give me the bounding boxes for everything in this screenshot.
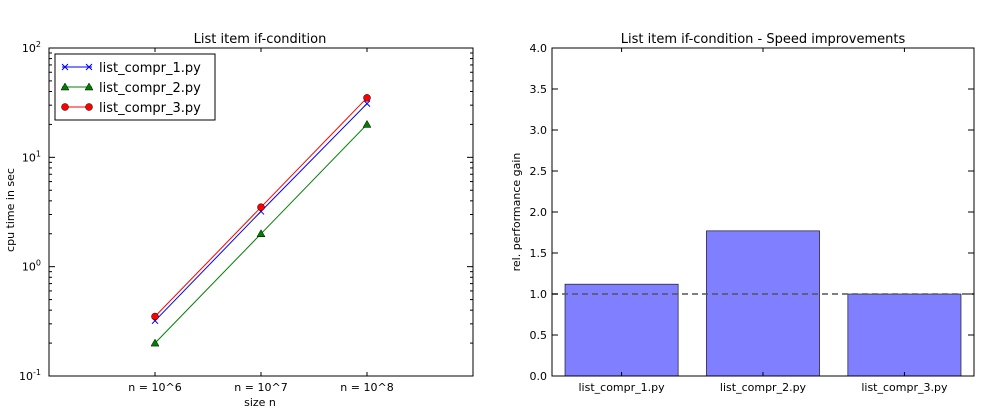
series-3-point-2: [257, 203, 265, 211]
x-tick-label-2: n = 10^7: [234, 381, 287, 394]
chart-right-ylabel: rel. performance gain: [510, 153, 523, 272]
bar-x-tick-label-1: list_compr_1.py: [578, 381, 665, 394]
y-tick-label-3: 101: [22, 149, 41, 164]
chart-right-ticks: list_compr_1.py list_compr_2.py list_compr…: [530, 42, 974, 394]
chart-left-plot-frame: [48, 47, 474, 377]
chart-right-marks: [552, 230, 974, 377]
legend-label-3: list_compr_3.py: [99, 101, 201, 116]
legend-marker-1-a: [61, 63, 69, 71]
series-line-1: [154, 103, 368, 322]
series-1-point-3: [363, 100, 371, 107]
series-2-point-1: [150, 338, 160, 347]
x-tick-label-1: n = 10^6: [128, 381, 181, 394]
chart-left-title: List item if-condition: [194, 32, 327, 47]
chart-left-legend: list_compr_1.py list_compr_2.py list_compr…: [54, 53, 216, 121]
bar-2: [706, 230, 820, 377]
series-2-point-3: [362, 119, 372, 128]
bar-y-tick-label-7: 3.0: [530, 124, 548, 137]
legend-marker-2-b: [84, 82, 94, 91]
chart-left-ylabel: cpu time in sec: [4, 168, 17, 252]
series-3-point-1: [151, 312, 159, 321]
bar-x-tick-label-2: list_compr_2.py: [720, 381, 807, 394]
y-tick-label-2: 100: [22, 259, 41, 274]
series-2-point-2: [256, 229, 266, 238]
legend-label-2: list_compr_2.py: [99, 81, 201, 96]
y-tick-label-4: 102: [22, 40, 41, 55]
legend-marker-2-a: [60, 82, 70, 91]
bar-y-tick-label-5: 2.0: [530, 206, 548, 219]
bar-y-tick-label-9: 4.0: [530, 42, 548, 55]
chart-left-marks: [150, 94, 372, 347]
bar-1: [564, 283, 679, 377]
legend-marker-1-b: [85, 63, 93, 71]
chart-left-xlabel: size n: [244, 396, 276, 409]
speed-improvements-bar-chart: List item if-condition - Speed improveme…: [510, 32, 975, 394]
bar-y-tick-label-8: 3.5: [530, 83, 548, 96]
cpu-time-line-chart: List item if-condition size n cpu time i…: [4, 32, 474, 409]
bar-y-tick-label-3: 1.0: [530, 288, 548, 301]
chart-right-title: List item if-condition - Speed improveme…: [621, 32, 906, 47]
bar-y-tick-label-1: 0.0: [530, 370, 548, 383]
x-tick-label-3: n = 10^8: [340, 381, 393, 394]
y-tick-label-1: 10-1: [19, 368, 41, 383]
bar-y-tick-label-6: 2.5: [530, 165, 548, 178]
bar-x-tick-label-3: list_compr_3.py: [861, 381, 948, 394]
legend-label-1: list_compr_1.py: [99, 61, 201, 76]
bar-y-tick-label-4: 1.5: [530, 247, 548, 260]
bar-y-tick-label-2: 0.5: [530, 329, 548, 342]
series-3-point-3: [363, 94, 371, 102]
legend-marker-3-b: [85, 103, 93, 111]
chart-left-ticks: n = 10^6 n = 10^7 n = 10^8 10-1 100 101 102: [19, 40, 473, 394]
chart-right-plot-frame: [551, 47, 975, 377]
legend-marker-3-a: [61, 103, 69, 111]
bar-3: [847, 293, 962, 377]
